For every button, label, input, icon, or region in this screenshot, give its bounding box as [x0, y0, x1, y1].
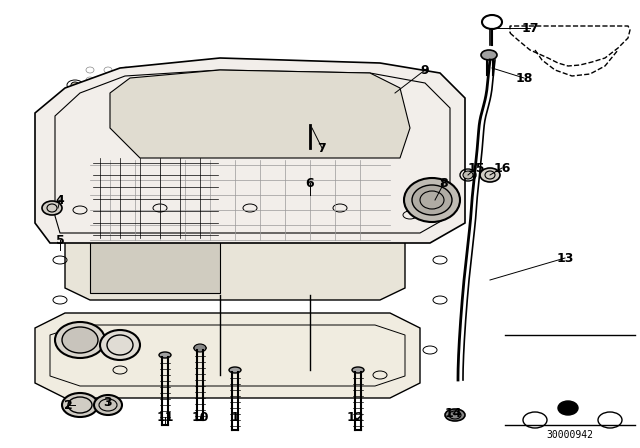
Text: 30000942: 30000942 [547, 430, 593, 440]
Text: 11: 11 [156, 410, 173, 423]
Polygon shape [35, 58, 465, 243]
Ellipse shape [381, 97, 389, 103]
Text: 12: 12 [346, 410, 364, 423]
Ellipse shape [412, 185, 452, 215]
Ellipse shape [159, 352, 171, 358]
Text: 1: 1 [230, 410, 239, 423]
Polygon shape [65, 200, 405, 300]
Text: 15: 15 [467, 161, 484, 175]
Text: 13: 13 [556, 251, 573, 264]
Polygon shape [35, 313, 420, 398]
Text: 7: 7 [317, 142, 326, 155]
Ellipse shape [302, 115, 318, 125]
Text: 3: 3 [104, 396, 112, 409]
Text: 14: 14 [444, 406, 461, 419]
Ellipse shape [71, 97, 79, 103]
Text: 8: 8 [440, 177, 448, 190]
Ellipse shape [404, 178, 460, 222]
Ellipse shape [523, 412, 547, 428]
Ellipse shape [229, 367, 241, 373]
Ellipse shape [100, 330, 140, 360]
Ellipse shape [94, 395, 122, 415]
Text: 6: 6 [306, 177, 314, 190]
Ellipse shape [194, 345, 206, 351]
Polygon shape [510, 26, 630, 66]
Ellipse shape [62, 327, 98, 353]
Ellipse shape [463, 171, 473, 179]
Text: 10: 10 [191, 410, 209, 423]
Text: 16: 16 [493, 161, 511, 175]
Ellipse shape [480, 168, 500, 182]
Text: 18: 18 [515, 72, 532, 85]
Polygon shape [110, 70, 410, 158]
Polygon shape [90, 208, 220, 293]
Text: 17: 17 [521, 22, 539, 34]
Ellipse shape [598, 412, 622, 428]
Ellipse shape [352, 367, 364, 373]
Text: 4: 4 [56, 194, 65, 207]
Ellipse shape [194, 344, 206, 352]
Ellipse shape [481, 50, 497, 60]
Text: 9: 9 [420, 64, 429, 77]
Ellipse shape [445, 409, 465, 421]
Ellipse shape [381, 82, 389, 88]
Ellipse shape [71, 82, 79, 88]
Text: 2: 2 [63, 399, 72, 412]
Ellipse shape [42, 201, 62, 215]
Ellipse shape [558, 401, 578, 415]
Ellipse shape [55, 322, 105, 358]
Text: 5: 5 [56, 233, 65, 246]
Ellipse shape [62, 393, 98, 417]
